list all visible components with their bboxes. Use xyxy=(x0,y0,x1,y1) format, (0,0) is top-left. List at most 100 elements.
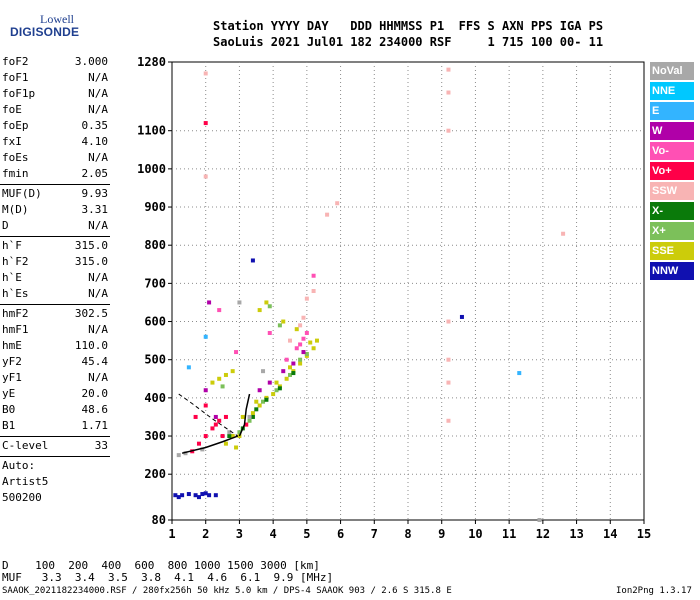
echo-point xyxy=(261,399,266,404)
param-row: foF1p N/A xyxy=(0,87,110,103)
echo-point xyxy=(298,357,303,362)
echo-point xyxy=(298,342,303,347)
x-tick-label: 4 xyxy=(270,527,277,541)
echo-point xyxy=(446,67,451,72)
echo-point xyxy=(298,361,303,366)
param-name: yF1 xyxy=(2,371,22,384)
profile-trace-dashed xyxy=(178,393,239,437)
echo-point xyxy=(213,414,218,419)
echo-point xyxy=(314,338,319,343)
echo-point xyxy=(207,300,212,305)
echo-point xyxy=(301,336,306,341)
header-line-2: SaoLuis 2021 Jul01 182 234000 RSF 1 715 … xyxy=(213,35,604,49)
echo-point xyxy=(257,308,262,313)
echo-point xyxy=(203,121,208,126)
legend-entry: SSW xyxy=(650,182,694,200)
echo-point xyxy=(227,434,232,439)
echo-point xyxy=(223,372,228,377)
legend-entry: E xyxy=(650,102,694,120)
echo-point xyxy=(311,289,316,293)
echo-point xyxy=(186,492,191,497)
echo-point xyxy=(247,418,252,423)
param-value: N/A xyxy=(88,271,108,284)
param-name: foEp xyxy=(2,119,29,132)
echo-point xyxy=(308,340,313,345)
echo-point xyxy=(284,376,289,381)
param-row: foEp 0.35 xyxy=(0,119,110,135)
echo-point xyxy=(446,357,451,362)
footer-version: Ion2Png 1.3.17 xyxy=(616,586,692,596)
echo-point xyxy=(223,441,228,446)
echo-point xyxy=(294,346,299,351)
y-tick-label: 700 xyxy=(144,276,166,290)
param-value: N/A xyxy=(88,71,108,84)
y-tick-label: 300 xyxy=(144,429,166,443)
logo-text-top: Lowell xyxy=(40,12,74,26)
param-name: foF2 xyxy=(2,55,29,68)
param-row: foF1 N/A xyxy=(0,71,110,87)
lowell-digisonde-logo: Lowell DIGISONDE xyxy=(4,8,79,40)
echo-point xyxy=(537,518,542,522)
param-name: foF1p xyxy=(2,87,36,100)
param-value: 315.0 xyxy=(74,255,108,268)
echo-point xyxy=(281,319,286,324)
echo-point xyxy=(284,357,289,362)
echo-point xyxy=(291,371,296,376)
legend-entry: X+ xyxy=(650,222,694,240)
param-name: h`Es xyxy=(2,287,29,300)
param-name: C-level xyxy=(2,439,49,452)
echo-point xyxy=(237,430,242,435)
param-name: hmF1 xyxy=(2,323,29,336)
echo-point xyxy=(207,493,212,498)
echo-point xyxy=(335,201,340,206)
param-row: B1 1.71 xyxy=(0,419,110,435)
param-value: 4.10 xyxy=(81,135,109,148)
logo-text-bottom: DIGISONDE xyxy=(10,25,80,39)
legend-entry: Vo+ xyxy=(650,162,694,180)
param-name: hmF2 xyxy=(2,307,29,320)
echo-point xyxy=(288,372,292,377)
profile-trace xyxy=(238,393,251,437)
param-value: 315.0 xyxy=(74,239,108,252)
param-row: hmF1 N/A xyxy=(0,323,110,339)
x-tick-label: 13 xyxy=(569,527,583,541)
param-value: N/A xyxy=(88,287,108,300)
muf-table-frequency-row: MUF 3.3 3.4 3.5 3.8 4.1 4.6 6.1 9.9 [MHz… xyxy=(2,571,334,584)
echo-point xyxy=(304,330,309,335)
echo-point xyxy=(311,273,316,278)
echo-point xyxy=(257,388,262,393)
param-name: yF2 xyxy=(2,355,22,368)
echo-point xyxy=(210,380,215,385)
param-row: yF2 45.4 xyxy=(0,355,110,371)
param-value: 302.5 xyxy=(74,307,108,320)
echo-point xyxy=(304,351,309,356)
echo-point xyxy=(200,447,205,452)
header-line-1: Station YYYY DAY DDD HHMMSS P1 FFS S AXN… xyxy=(213,19,604,33)
param-row: C-level 33 xyxy=(0,439,110,455)
echo-point xyxy=(250,414,255,419)
param-name: MUF(D) xyxy=(2,187,42,200)
echo-point xyxy=(180,493,185,498)
param-value: 3.31 xyxy=(81,203,109,216)
echo-point xyxy=(277,323,282,328)
echo-point xyxy=(257,403,262,408)
echo-point xyxy=(446,319,451,324)
polarization-legend: NoVal NNE E W Vo- Vo+ SSW X- X+ SSE NNW xyxy=(650,62,694,282)
echo-point xyxy=(203,491,208,496)
param-separator xyxy=(0,456,110,457)
param-name: foF1 xyxy=(2,71,29,84)
echo-point xyxy=(213,493,218,498)
echo-point xyxy=(203,388,208,393)
param-name: foE xyxy=(2,103,22,116)
axis-ticks: 1 2 3 4 5 6 7 8 9 10 11 12 13 14 158020030040050060070… xyxy=(137,55,651,541)
param-row: yE 20.0 xyxy=(0,387,110,403)
param-value: 110.0 xyxy=(74,339,108,352)
y-tick-label: 1280 xyxy=(137,55,166,69)
legend-entry: NNW xyxy=(650,262,694,280)
param-row: h`E N/A xyxy=(0,271,110,287)
param-separator xyxy=(0,236,110,237)
param-name: M(D) xyxy=(2,203,29,216)
param-value: 3.000 xyxy=(74,55,108,68)
legend-entry: NoVal xyxy=(650,62,694,80)
echo-point xyxy=(459,314,464,319)
